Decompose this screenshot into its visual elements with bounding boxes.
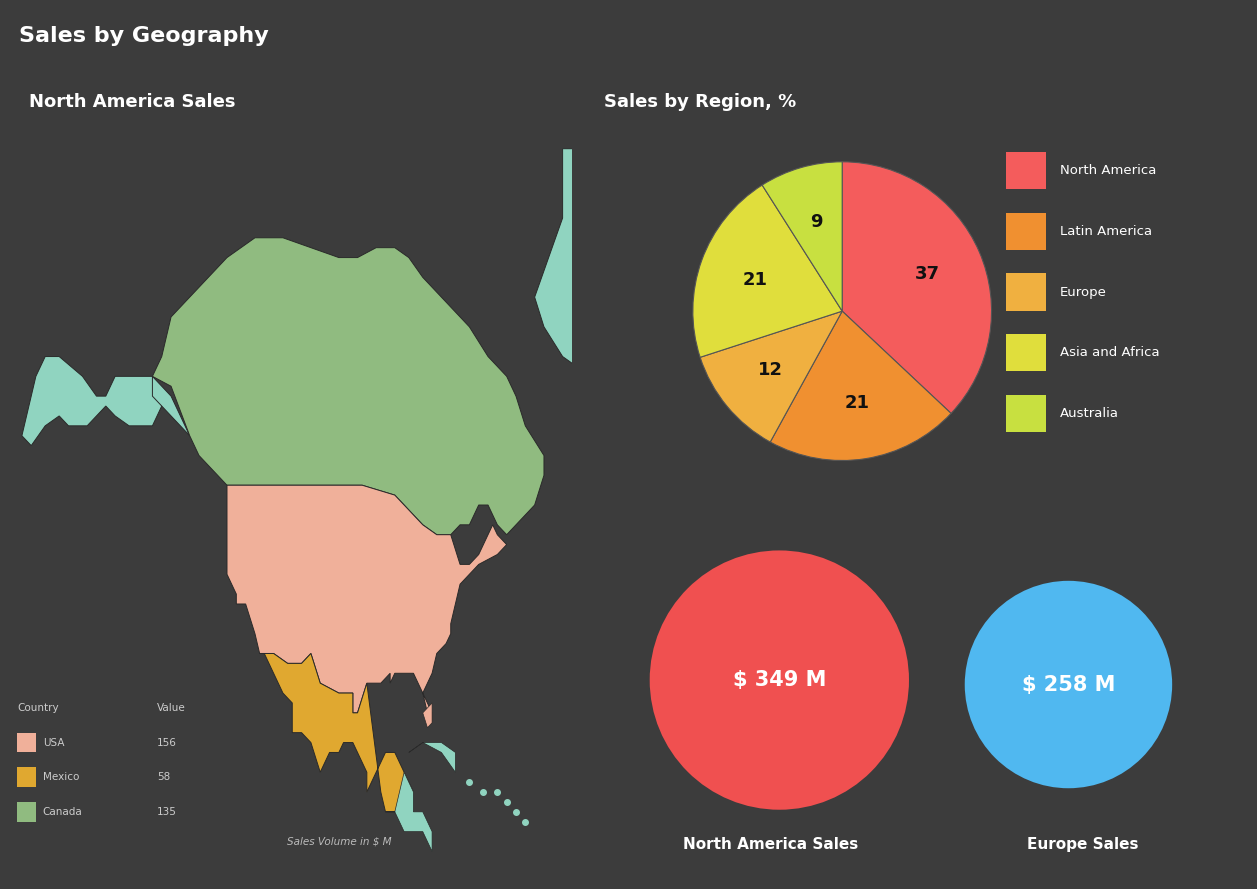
- Text: 58: 58: [157, 773, 170, 782]
- Polygon shape: [386, 773, 432, 852]
- FancyBboxPatch shape: [18, 733, 36, 752]
- Text: 21: 21: [743, 271, 768, 289]
- Polygon shape: [228, 485, 507, 723]
- FancyBboxPatch shape: [1006, 152, 1046, 189]
- Text: Sales Volume in $ M: Sales Volume in $ M: [287, 837, 391, 846]
- Text: Mexico: Mexico: [43, 773, 79, 782]
- Text: Latin America: Latin America: [1060, 225, 1151, 238]
- Polygon shape: [152, 237, 544, 534]
- FancyBboxPatch shape: [18, 767, 36, 787]
- Text: $ 349 M: $ 349 M: [733, 670, 826, 690]
- Wedge shape: [771, 311, 952, 461]
- Text: Sales by Geography: Sales by Geography: [19, 26, 269, 45]
- Polygon shape: [422, 703, 432, 728]
- Text: Value: Value: [157, 703, 186, 713]
- Text: 37: 37: [915, 266, 940, 284]
- Wedge shape: [762, 162, 842, 311]
- Polygon shape: [152, 376, 190, 436]
- FancyBboxPatch shape: [1006, 274, 1046, 310]
- Text: $ 258 M: $ 258 M: [1022, 675, 1115, 694]
- FancyBboxPatch shape: [1006, 212, 1046, 250]
- Text: Canada: Canada: [43, 807, 83, 817]
- Text: 156: 156: [157, 738, 177, 748]
- Text: North America Sales: North America Sales: [683, 837, 859, 852]
- Wedge shape: [842, 162, 992, 413]
- Text: 135: 135: [157, 807, 177, 817]
- Text: 21: 21: [845, 394, 869, 412]
- FancyBboxPatch shape: [1006, 395, 1046, 432]
- Text: Australia: Australia: [1060, 407, 1119, 420]
- Wedge shape: [700, 311, 842, 442]
- Text: USA: USA: [43, 738, 64, 748]
- Text: Europe: Europe: [1060, 285, 1106, 299]
- Text: Sales by Region, %: Sales by Region, %: [605, 93, 797, 111]
- Text: Europe Sales: Europe Sales: [1027, 837, 1138, 852]
- Polygon shape: [260, 653, 414, 812]
- Text: 12: 12: [758, 361, 783, 380]
- Circle shape: [964, 581, 1173, 789]
- Polygon shape: [409, 742, 455, 773]
- Wedge shape: [693, 185, 842, 357]
- Text: North America: North America: [1060, 164, 1156, 177]
- FancyBboxPatch shape: [18, 802, 36, 821]
- Text: Country: Country: [18, 703, 59, 713]
- Text: Asia and Africa: Asia and Africa: [1060, 346, 1159, 359]
- Polygon shape: [534, 148, 722, 376]
- Text: 9: 9: [810, 213, 822, 231]
- FancyBboxPatch shape: [1006, 334, 1046, 372]
- Text: North America Sales: North America Sales: [29, 93, 236, 111]
- Circle shape: [650, 550, 909, 810]
- Polygon shape: [21, 356, 162, 445]
